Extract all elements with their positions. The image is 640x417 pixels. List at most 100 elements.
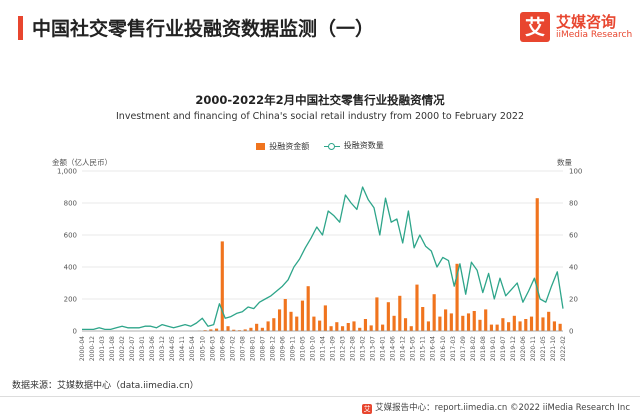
- bar: [496, 325, 499, 331]
- left-tick-label: 200: [64, 296, 77, 304]
- x-tick-label: 2010-10: [309, 336, 316, 361]
- bar: [398, 296, 401, 331]
- x-tick-label: 2016-04: [430, 336, 437, 361]
- x-tick-label: 2004-05: [169, 336, 176, 361]
- x-tick-label: 2004-11: [179, 336, 186, 361]
- x-tick-label: 2007-02: [229, 336, 236, 361]
- bar: [444, 309, 447, 331]
- x-tick-label: 2014-12: [400, 336, 407, 361]
- bar: [393, 316, 396, 331]
- bar: [381, 325, 384, 331]
- right-tick-label: 20: [569, 296, 578, 304]
- bar: [553, 321, 556, 331]
- bar: [467, 313, 470, 331]
- x-tick-label: 2013-02: [360, 336, 367, 361]
- x-tick-label: 2014-01: [380, 336, 387, 361]
- left-tick-label: 600: [64, 232, 77, 240]
- bar: [450, 313, 453, 331]
- x-tick-label: 2006-03: [209, 336, 216, 361]
- x-tick-label: 2019-01: [490, 336, 497, 361]
- x-tick-label: 2003-01: [139, 336, 146, 361]
- bar: [524, 319, 527, 331]
- x-tick-label: 2020-11: [530, 336, 537, 361]
- x-tick-label: 2017-03: [450, 336, 457, 361]
- x-tick-label: 2006-09: [219, 336, 226, 361]
- bar: [427, 321, 430, 331]
- x-tick-label: 2011-09: [330, 336, 337, 361]
- x-tick-label: 2018-02: [470, 336, 477, 361]
- x-tick-label: 2009-11: [289, 336, 296, 361]
- bar: [267, 321, 270, 331]
- bar: [433, 294, 436, 331]
- bar: [501, 318, 504, 331]
- x-tick-label: 2009-06: [279, 336, 286, 361]
- bar: [536, 198, 539, 331]
- x-tick-label: 2002-07: [129, 336, 136, 361]
- page-footer: 艾艾媒报告中心：report.iimedia.cn ©2022 iiMedia …: [0, 396, 640, 417]
- bar: [370, 325, 373, 331]
- x-tick-label: 2012-08: [350, 336, 357, 361]
- bar: [226, 326, 229, 331]
- bar: [261, 328, 264, 331]
- bar: [249, 328, 252, 331]
- x-tick-label: 2005-04: [189, 336, 196, 361]
- x-tick-label: 2000-12: [89, 336, 96, 361]
- bar: [490, 325, 493, 331]
- x-tick-label: 2010-05: [299, 336, 306, 361]
- right-tick-label: 40: [569, 264, 578, 272]
- x-tick-label: 2020-06: [520, 336, 527, 361]
- x-tick-label: 2019-12: [510, 336, 517, 361]
- right-tick-label: 0: [569, 328, 573, 336]
- bar: [541, 317, 544, 331]
- x-tick-label: 2012-03: [340, 336, 347, 361]
- bar: [301, 301, 304, 331]
- footer-text-wrap: 艾艾媒报告中心：report.iimedia.cn ©2022 iiMedia …: [362, 401, 630, 414]
- bar: [324, 305, 327, 331]
- x-tick-label: 2003-12: [159, 336, 166, 361]
- bar: [513, 316, 516, 331]
- x-tick-label: 2015-11: [420, 336, 427, 361]
- x-tick-label: 2021-10: [550, 336, 557, 361]
- bar: [547, 312, 550, 331]
- bar: [347, 323, 350, 331]
- x-tick-label: 2011-04: [320, 336, 327, 361]
- x-tick-label: 2013-07: [370, 336, 377, 361]
- footer-logo-icon: 艾: [362, 404, 372, 414]
- bar: [358, 328, 361, 331]
- bar: [278, 309, 281, 331]
- x-tick-label: 2014-06: [390, 336, 397, 361]
- bar: [507, 322, 510, 331]
- bar: [415, 285, 418, 331]
- bar: [330, 326, 333, 331]
- x-tick-label: 2008-01: [249, 336, 256, 361]
- x-tick-label: 2016-10: [440, 336, 447, 361]
- bar: [221, 241, 224, 331]
- bar: [318, 321, 321, 331]
- x-tick-label: 2007-08: [239, 336, 246, 361]
- right-tick-label: 100: [569, 168, 582, 176]
- count-series-line: [82, 187, 563, 329]
- bar: [352, 321, 355, 331]
- data-source: 数据来源：艾媒数据中心（data.iimedia.cn）: [12, 378, 199, 391]
- left-tick-label: 800: [64, 200, 77, 208]
- bar: [421, 307, 424, 331]
- bar: [438, 317, 441, 331]
- bar: [530, 317, 533, 331]
- bar: [284, 299, 287, 331]
- bar: [272, 318, 275, 331]
- bar: [559, 324, 562, 331]
- bar: [364, 319, 367, 331]
- bar: [478, 320, 481, 331]
- bar: [375, 297, 378, 331]
- x-tick-label: 2001-08: [109, 336, 116, 361]
- x-tick-label: 2021-05: [540, 336, 547, 361]
- x-tick-label: 2002-02: [119, 336, 126, 361]
- bar: [410, 326, 413, 331]
- bar: [404, 318, 407, 331]
- bar: [312, 317, 315, 331]
- bar: [295, 317, 298, 331]
- bar: [518, 321, 521, 331]
- bar: [307, 286, 310, 331]
- bar: [255, 324, 258, 331]
